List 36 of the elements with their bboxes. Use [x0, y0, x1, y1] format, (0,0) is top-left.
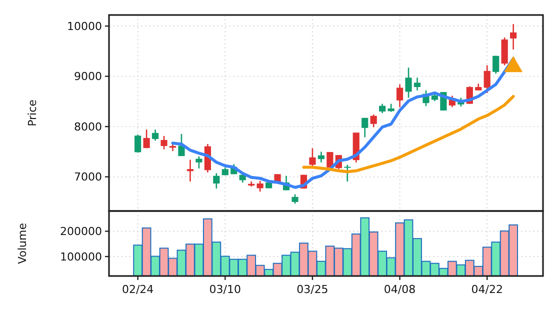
y-tick-label: 9000: [74, 70, 102, 84]
candlestick: [510, 23, 517, 50]
candlestick: [414, 77, 421, 92]
y-tick-label: 8000: [74, 120, 102, 134]
candlestick: [326, 151, 334, 168]
candlestick: [492, 55, 500, 74]
y-tick-label: 7000: [74, 170, 102, 184]
x-tick-label: 02/24: [122, 283, 154, 296]
x-tick-label: 03/25: [296, 283, 328, 296]
candlestick: [484, 64, 490, 94]
candlestick: [396, 84, 404, 108]
line-series: [302, 94, 515, 174]
y-tick-label: 10000: [67, 20, 102, 33]
y-tick-label: 200000: [60, 225, 102, 238]
candlestick: [318, 151, 324, 164]
candlestick: [213, 172, 220, 190]
x-tick-label: 03/10: [209, 283, 241, 296]
y-tick-label: 100000: [60, 250, 102, 264]
y-axis-title: Volume: [16, 222, 29, 264]
candlestick: [362, 117, 368, 138]
candlestick: [186, 159, 194, 182]
x-tick-label: 04/08: [384, 283, 416, 296]
candlestick: [344, 164, 351, 182]
candlestick: [143, 128, 150, 149]
candlestick: [134, 134, 142, 154]
candlestick: [292, 194, 298, 204]
candlestick: [405, 66, 412, 98]
candlestick: [196, 156, 202, 170]
y-axis-title: Price: [26, 99, 39, 126]
candlestick: [152, 128, 159, 142]
x-tick-label: 04/22: [471, 283, 503, 296]
candlestick: [379, 103, 386, 114]
candlestick: [370, 114, 377, 128]
candlestick: [160, 135, 168, 150]
candlestick: [256, 180, 264, 192]
candlestick: [309, 148, 316, 168]
